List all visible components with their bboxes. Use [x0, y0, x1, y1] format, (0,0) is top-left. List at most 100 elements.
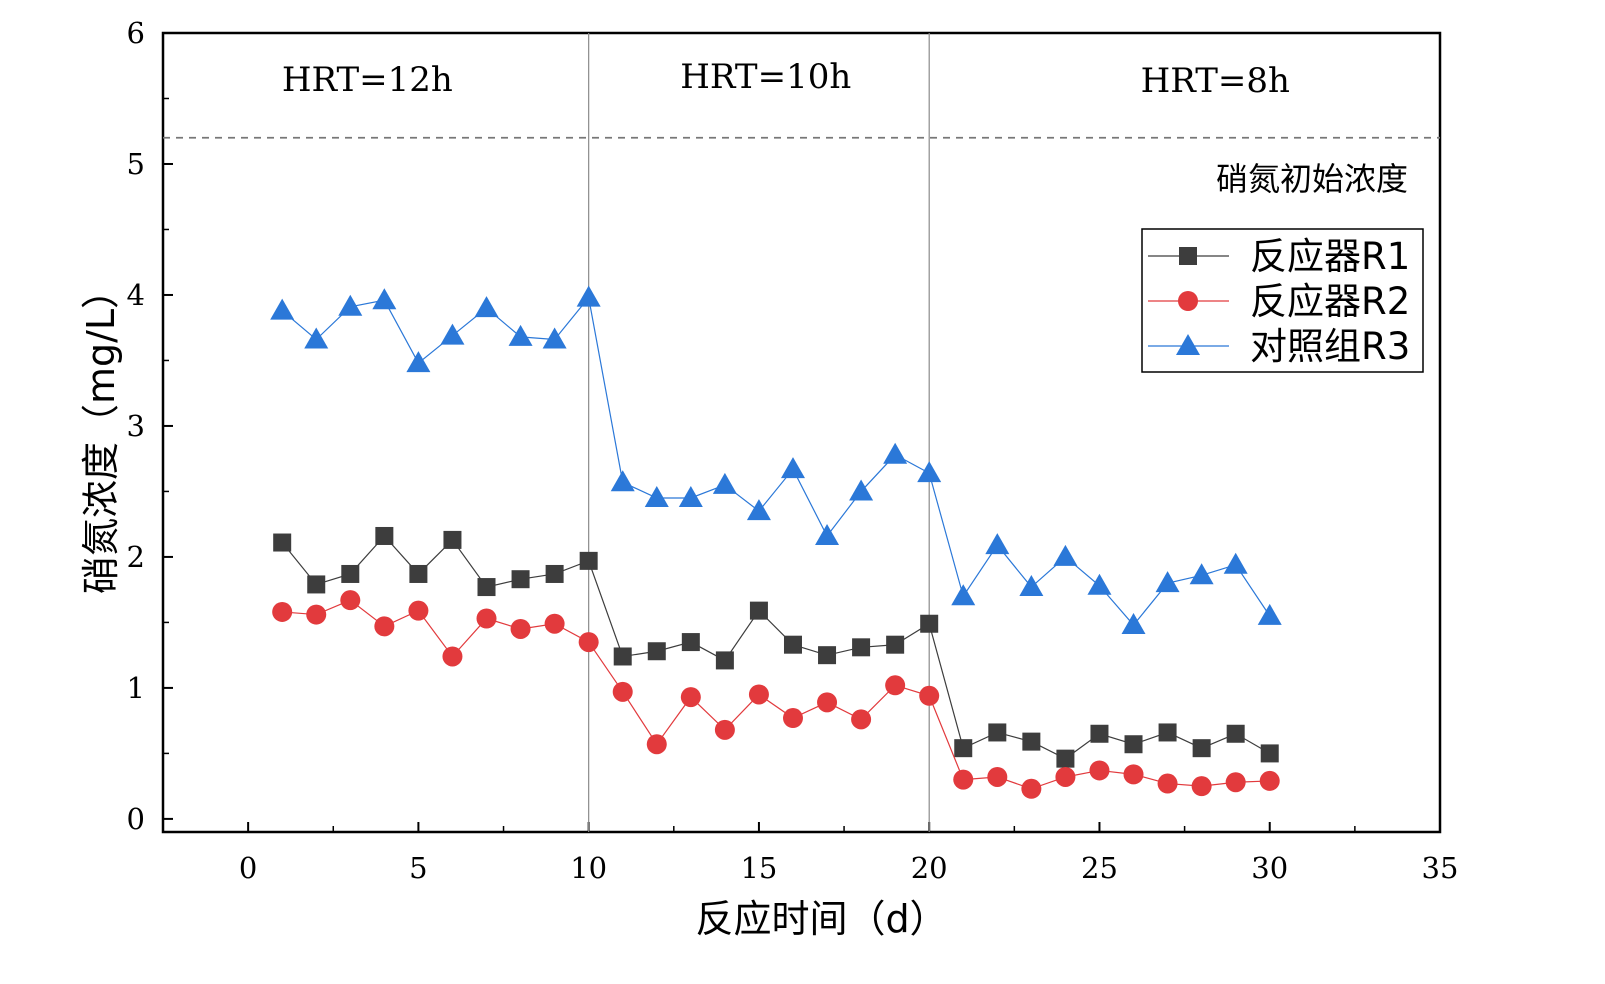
data-point	[474, 296, 499, 318]
data-point	[817, 692, 838, 713]
data-point	[273, 533, 292, 552]
data-point	[304, 327, 329, 349]
data-point	[780, 457, 805, 479]
data-point	[987, 766, 1008, 787]
x-tick-label: 35	[1422, 851, 1459, 885]
data-point	[542, 327, 567, 349]
data-point	[885, 675, 906, 696]
data-point	[613, 647, 632, 666]
data-point	[340, 590, 361, 611]
data-point	[306, 604, 327, 625]
data-point	[782, 708, 803, 729]
data-point	[1155, 571, 1180, 593]
x-tick-label: 20	[911, 851, 948, 885]
data-point	[1022, 732, 1041, 751]
data-point	[1259, 770, 1280, 791]
data-point	[1121, 613, 1146, 635]
data-point	[1123, 764, 1144, 785]
data-point	[372, 288, 397, 310]
series-line	[281, 296, 1271, 626]
initial-concentration-label: 硝氮初始浓度	[1216, 160, 1408, 198]
data-point	[1053, 544, 1078, 566]
y-axis-title: 硝氮浓度（mg/L）	[79, 271, 123, 594]
data-point	[408, 600, 429, 621]
data-point	[1223, 552, 1248, 574]
x-tick-label: 5	[409, 851, 427, 885]
data-point	[681, 633, 700, 652]
data-point	[849, 479, 874, 501]
legend-label: 反应器R2	[1250, 280, 1410, 323]
hrt-region-label: HRT=10h	[680, 57, 851, 97]
data-point	[1191, 776, 1212, 797]
data-point	[443, 530, 462, 549]
data-point	[818, 646, 837, 665]
hrt-region-label: HRT=8h	[1141, 61, 1290, 101]
data-point	[545, 564, 564, 583]
data-point	[440, 323, 465, 345]
data-point	[307, 575, 326, 594]
data-point	[272, 601, 293, 622]
data-point	[1124, 735, 1143, 754]
data-series	[270, 285, 1282, 799]
data-point	[851, 709, 872, 730]
data-point	[1056, 749, 1075, 768]
series-2	[272, 590, 1280, 799]
data-point	[714, 719, 735, 740]
y-tick-label: 5	[127, 147, 145, 181]
data-point	[715, 651, 734, 670]
x-tick-label: 10	[570, 851, 607, 885]
data-point	[511, 570, 530, 589]
legend-label: 对照组R3	[1250, 325, 1410, 368]
data-point	[954, 739, 973, 758]
data-point	[749, 601, 768, 620]
data-point	[1089, 760, 1110, 781]
data-point	[1225, 772, 1246, 793]
data-point	[476, 608, 497, 629]
data-point	[748, 684, 769, 705]
data-point	[883, 442, 908, 464]
data-point	[920, 614, 939, 633]
legend-marker	[1178, 291, 1198, 311]
data-point	[1087, 573, 1112, 595]
data-point	[579, 551, 598, 570]
y-tick-label: 1	[127, 671, 145, 705]
data-point	[1055, 766, 1076, 787]
data-point	[374, 616, 395, 637]
series-1	[273, 526, 1279, 768]
data-point	[338, 294, 363, 316]
data-point	[578, 632, 599, 653]
data-point	[712, 472, 737, 494]
data-point	[576, 285, 601, 307]
data-point	[612, 681, 633, 702]
x-tick-label: 0	[239, 851, 257, 885]
data-point	[406, 351, 431, 373]
data-point	[646, 734, 667, 755]
data-point	[1226, 724, 1245, 743]
data-point	[375, 526, 394, 545]
data-point	[1192, 739, 1211, 758]
data-point	[270, 298, 295, 320]
y-tick-label: 0	[127, 802, 145, 836]
data-point	[1021, 778, 1042, 799]
y-tick-label: 3	[127, 409, 145, 443]
data-point	[510, 618, 531, 639]
data-point	[1090, 724, 1109, 743]
data-point	[953, 769, 974, 790]
data-point	[815, 523, 840, 545]
x-tick-label: 30	[1251, 851, 1288, 885]
x-axis-title: 反应时间（d）	[695, 897, 947, 941]
data-point	[508, 324, 533, 346]
data-point	[783, 635, 802, 654]
data-point	[852, 638, 871, 657]
data-point	[886, 635, 905, 654]
data-point	[409, 564, 428, 583]
data-point	[341, 564, 360, 583]
hrt-region-label: HRT=12h	[282, 60, 453, 100]
x-tick-label: 15	[740, 851, 777, 885]
data-point	[951, 584, 976, 606]
plot-frame	[161, 31, 1442, 834]
y-tick-label: 4	[127, 278, 145, 312]
data-point	[1257, 603, 1282, 625]
series-line	[281, 535, 1271, 760]
